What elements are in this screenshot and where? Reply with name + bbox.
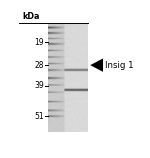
Text: 28: 28 <box>35 61 44 70</box>
Text: 19: 19 <box>35 38 44 47</box>
Text: Insig 1: Insig 1 <box>105 61 134 70</box>
Text: 39: 39 <box>35 81 44 90</box>
Text: 51: 51 <box>35 112 44 121</box>
Text: kDa: kDa <box>22 12 40 21</box>
Polygon shape <box>90 58 103 72</box>
